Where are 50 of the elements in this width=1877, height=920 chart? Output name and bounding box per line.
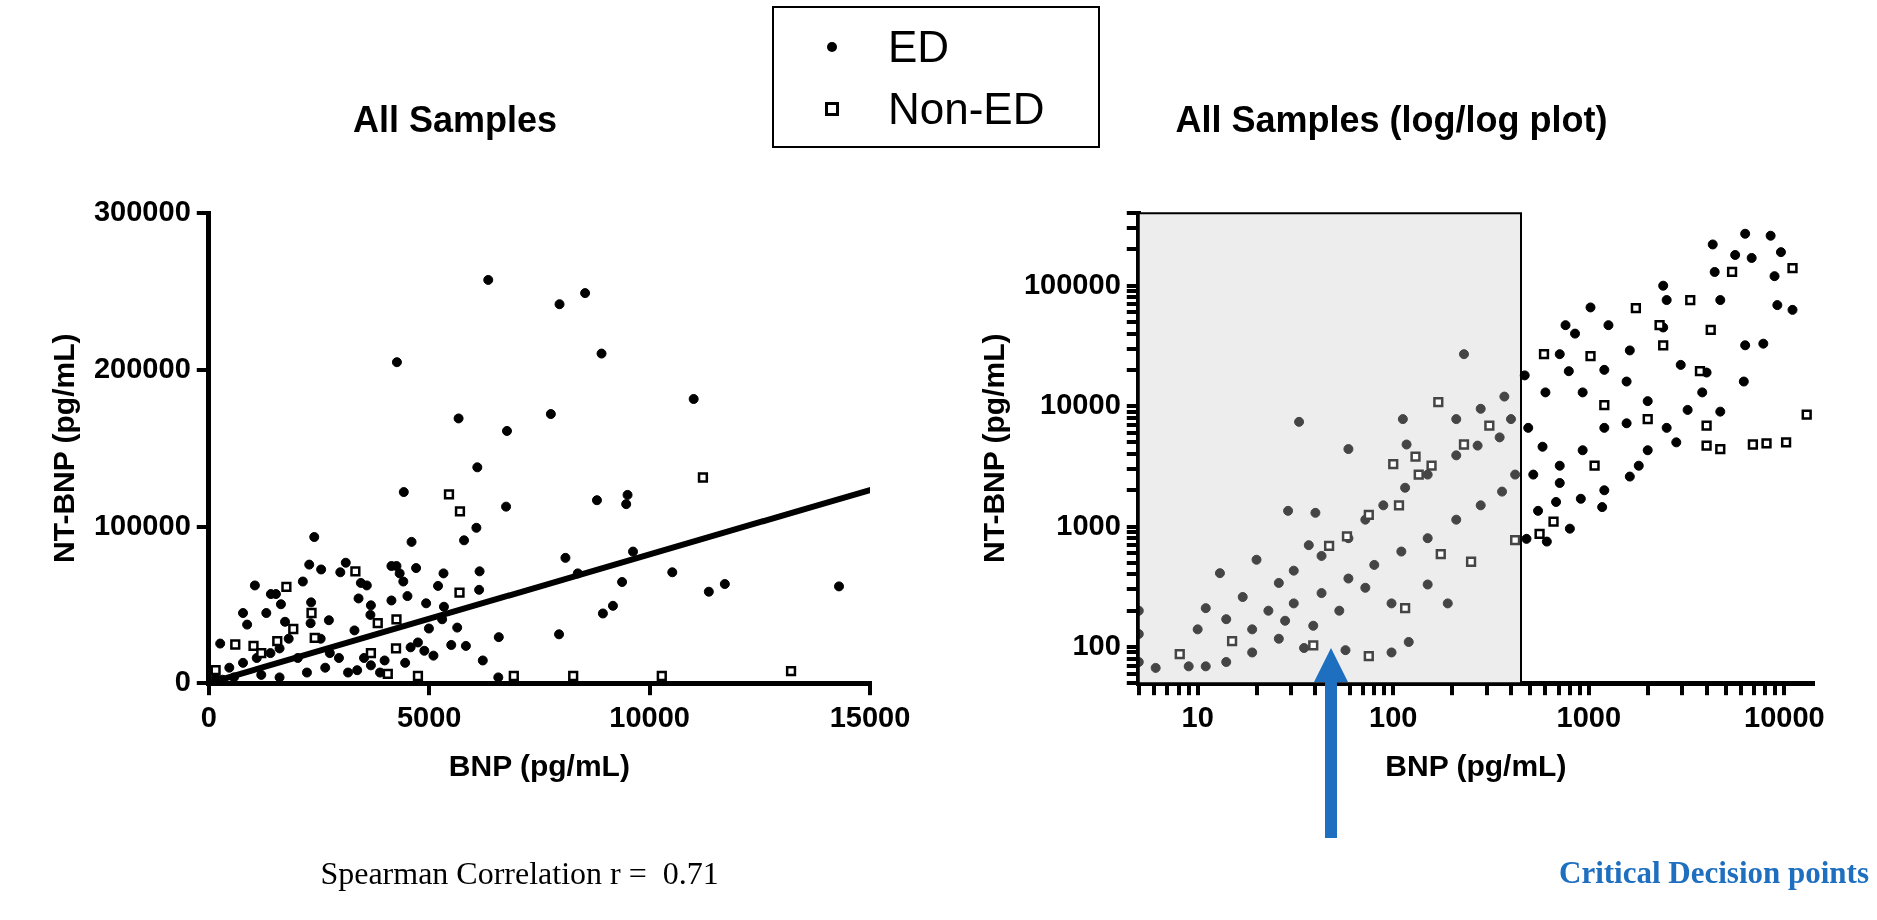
point	[454, 506, 466, 517]
x-tick-label: 5000	[396, 700, 462, 733]
y-tick-label: 300000	[93, 195, 191, 228]
y-tick-label: 100	[1072, 628, 1121, 661]
point	[454, 587, 465, 598]
legend-label: ED	[888, 22, 950, 72]
point	[372, 618, 383, 629]
text: Critical Decision points	[1559, 855, 1869, 891]
point	[697, 472, 709, 483]
point	[272, 635, 283, 647]
x-tick-label: 1000	[1556, 700, 1622, 733]
y-axis-title: NT-BNP (pg/mL)	[47, 333, 81, 563]
point	[248, 640, 259, 652]
point	[230, 639, 241, 650]
y-tick-label: 10000	[1040, 388, 1121, 421]
point	[656, 670, 667, 682]
y-tick-label: 200000	[93, 351, 191, 384]
y-tick-label: 1000	[1056, 508, 1121, 541]
y-axis-title: NT-BNP (pg/mL)	[977, 333, 1011, 563]
point	[508, 670, 519, 682]
text: Spearman Correlation r = 0.71	[320, 855, 719, 892]
point	[288, 623, 299, 635]
point	[210, 665, 221, 676]
chart-title: All Samples (log/log plot)	[1175, 98, 1608, 140]
y-tick-label: 100000	[1023, 267, 1121, 300]
x-tick-label: 10000	[1744, 700, 1825, 733]
point	[350, 566, 361, 577]
point	[309, 632, 320, 643]
point	[412, 670, 424, 682]
x-tick-label: 0	[200, 700, 217, 733]
x-tick-label: 10	[1181, 700, 1214, 733]
point	[568, 670, 579, 682]
x-tick-label: 10000	[609, 700, 690, 733]
point	[382, 668, 393, 680]
point	[390, 643, 402, 654]
point	[391, 614, 402, 625]
point	[443, 489, 455, 500]
point	[281, 581, 292, 592]
point	[365, 647, 377, 659]
y-tick-label: 0	[174, 665, 191, 698]
x-axis-title: BNP (pg/mL)	[448, 749, 630, 783]
chart-title: All Samples	[352, 98, 558, 140]
point	[306, 607, 317, 619]
x-tick-label: 15000	[829, 700, 911, 733]
x-axis-title: BNP (pg/mL)	[1385, 749, 1567, 783]
point	[785, 666, 797, 677]
y-tick-label: 100000	[93, 508, 191, 541]
x-tick-label: 100	[1369, 700, 1418, 733]
legend-label: Non-ED	[888, 84, 1045, 134]
point	[256, 647, 267, 659]
